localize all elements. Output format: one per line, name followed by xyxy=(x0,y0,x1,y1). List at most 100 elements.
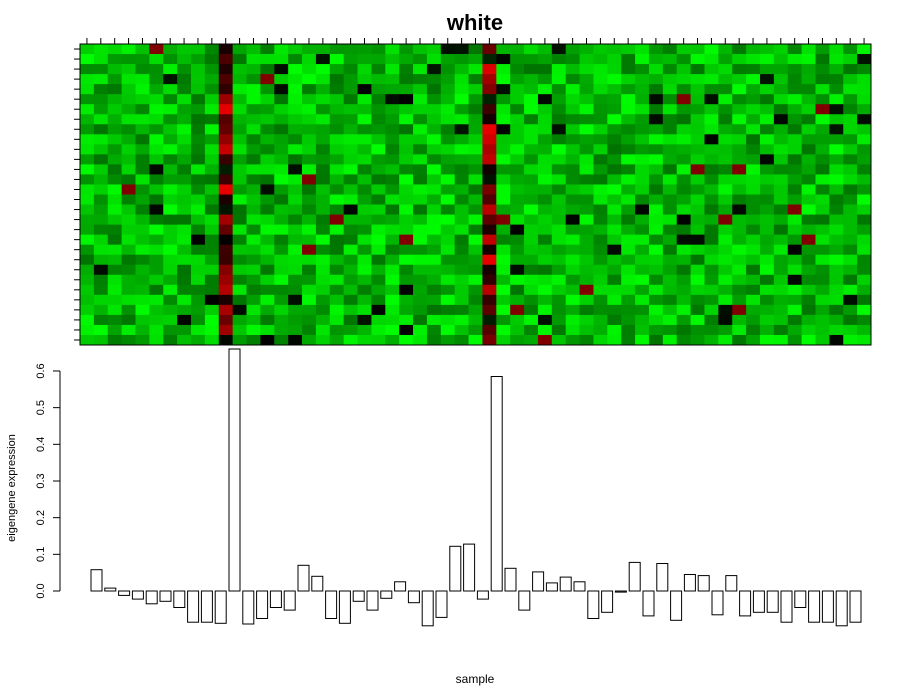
heatmap-cell xyxy=(621,54,636,65)
heatmap-cell xyxy=(773,164,789,175)
heatmap-cell xyxy=(413,264,428,276)
heatmap-cell xyxy=(260,64,275,75)
heatmap-cell xyxy=(440,114,456,125)
heatmap-cell xyxy=(93,254,109,266)
heatmap-cell xyxy=(759,324,775,336)
heatmap-cell xyxy=(746,164,761,175)
heatmap-cell xyxy=(468,174,483,185)
heatmap-cell xyxy=(204,94,220,105)
heatmap-cell xyxy=(371,334,386,346)
heatmap-cell xyxy=(413,114,428,125)
heatmap-cell xyxy=(315,324,331,336)
heatmap-cell xyxy=(426,84,442,95)
heatmap-cell xyxy=(399,294,414,306)
heatmap-cell xyxy=(510,94,525,105)
heatmap-cell xyxy=(260,74,275,85)
heatmap-cell xyxy=(537,94,553,105)
heatmap-cell xyxy=(177,64,192,75)
heatmap-cell xyxy=(274,104,289,115)
heatmap-cell xyxy=(315,284,331,296)
heatmap-cell xyxy=(662,204,678,215)
heatmap-cell xyxy=(80,284,95,296)
heatmap-cell xyxy=(149,174,164,185)
heatmap-cell xyxy=(662,334,678,346)
heatmap-cell xyxy=(246,294,261,306)
heatmap-cell xyxy=(163,144,178,155)
heatmap-cell xyxy=(524,254,539,266)
heatmap-cell xyxy=(121,304,136,316)
y-tick-label: 0.0 xyxy=(35,583,47,598)
heatmap-cell xyxy=(80,94,95,105)
heatmap-cell xyxy=(648,194,664,205)
heatmap-cell xyxy=(829,164,844,175)
heatmap-cell xyxy=(246,54,261,65)
heatmap-cell xyxy=(399,274,414,286)
heatmap-cell xyxy=(163,174,178,185)
heatmap-cell xyxy=(371,154,386,165)
heatmap-cell xyxy=(510,164,525,175)
heatmap-cell xyxy=(246,144,261,155)
heatmap-cell xyxy=(565,64,580,75)
heatmap-cell xyxy=(829,314,844,326)
heatmap-cell xyxy=(329,174,345,185)
heatmap-cell xyxy=(107,154,123,165)
heatmap-cell xyxy=(510,244,525,256)
heatmap-cell xyxy=(801,134,816,145)
heatmap-cell xyxy=(718,114,733,125)
heatmap-cell xyxy=(135,174,150,185)
heatmap-cell xyxy=(621,144,636,155)
heatmap-cell xyxy=(801,214,816,225)
heatmap-cell xyxy=(177,144,192,155)
heatmap-cell xyxy=(426,244,442,256)
heatmap-cell xyxy=(357,184,372,195)
heatmap-cell xyxy=(621,224,636,236)
heatmap-cell xyxy=(246,174,261,185)
bar xyxy=(145,590,158,605)
heatmap-cell xyxy=(746,264,761,276)
heatmap-cell xyxy=(621,94,636,105)
heatmap-cell xyxy=(232,274,247,286)
heatmap-cell xyxy=(857,324,872,336)
heatmap-cell xyxy=(204,194,220,205)
y-tick-label: 0.2 xyxy=(35,510,47,525)
heatmap-cell xyxy=(107,164,123,175)
heatmap-cell xyxy=(399,214,414,225)
heatmap-cell xyxy=(676,194,691,205)
heatmap-cell xyxy=(177,254,192,266)
heatmap-cell xyxy=(204,214,220,225)
heatmap-cell xyxy=(135,64,150,75)
heatmap-cell xyxy=(565,144,580,155)
heatmap-cell xyxy=(426,334,442,346)
heatmap-cell xyxy=(565,274,580,286)
heatmap-cell xyxy=(857,204,872,215)
heatmap-cell xyxy=(302,254,317,266)
heatmap-cell xyxy=(607,194,622,205)
heatmap-cell xyxy=(218,174,234,185)
heatmap-cell xyxy=(551,194,567,205)
heatmap-cell xyxy=(676,84,691,95)
heatmap-cell xyxy=(204,324,220,336)
heatmap-cell xyxy=(635,314,650,326)
heatmap-cell xyxy=(607,254,622,266)
heatmap-cell xyxy=(329,74,345,85)
heatmap-cell xyxy=(843,144,858,155)
heatmap-cell xyxy=(274,64,289,75)
heatmap-cell xyxy=(135,74,150,85)
heatmap-cell xyxy=(93,244,109,256)
heatmap-cell xyxy=(288,244,303,256)
heatmap-cell xyxy=(288,194,303,205)
heatmap-cell xyxy=(704,184,719,195)
heatmap-cell xyxy=(149,104,164,115)
heatmap-cell xyxy=(635,184,650,195)
heatmap-cell xyxy=(690,184,705,195)
heatmap-cell xyxy=(843,134,858,145)
heatmap-cell xyxy=(746,294,761,306)
heatmap-cell xyxy=(440,334,456,346)
heatmap-cell xyxy=(454,104,469,115)
heatmap-cell xyxy=(440,74,456,85)
heatmap-cell xyxy=(260,84,275,95)
heatmap-cell xyxy=(857,254,872,266)
heatmap-cell xyxy=(232,214,247,225)
heatmap-cell xyxy=(232,44,247,55)
heatmap-cell xyxy=(121,234,136,246)
